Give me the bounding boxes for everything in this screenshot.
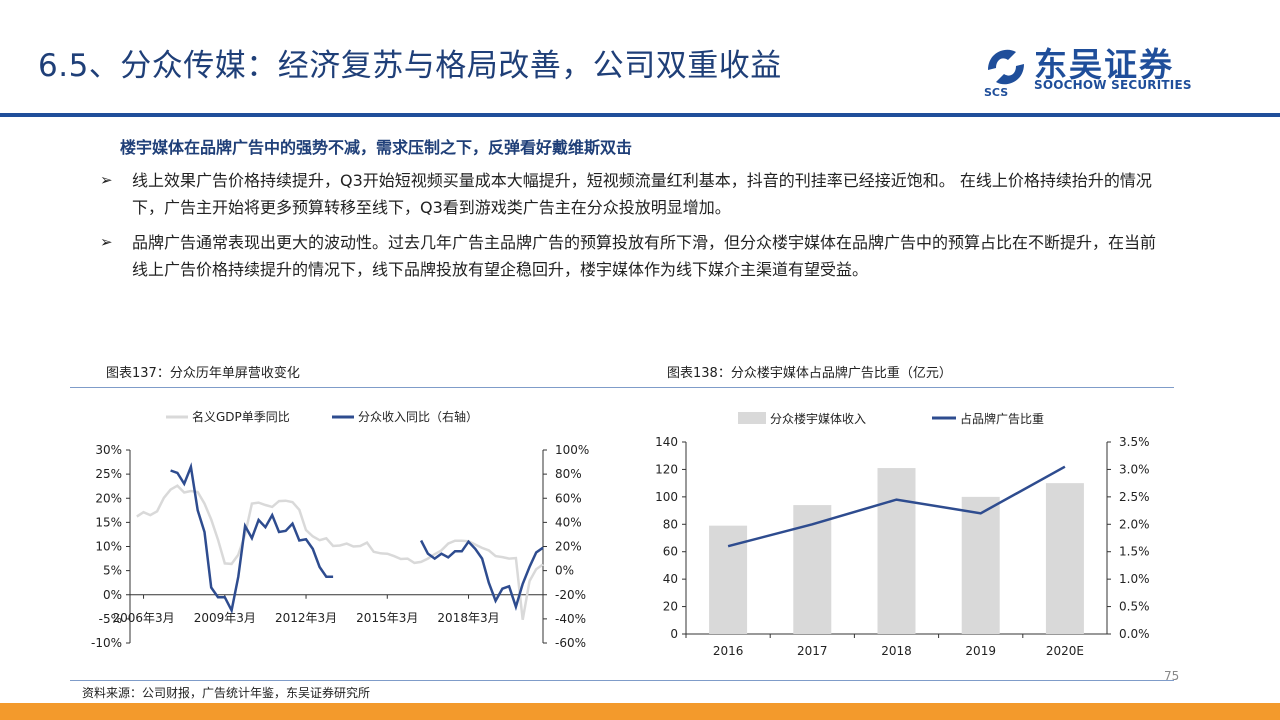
revenue-growth-chart: 名义GDP单季同比 分众收入同比（右轴） 30% 25% 20% 15% 10% 5% 0% -5… [91, 409, 589, 650]
right-y-tick-label: 0% [555, 564, 574, 578]
right-y-tick-label: 3.0% [1119, 462, 1150, 476]
revenue-bar [1045, 483, 1084, 634]
left-y-tick-label: 60 [663, 545, 678, 559]
header-rule [0, 113, 1280, 117]
gdp-growth-line [136, 484, 544, 621]
left-y-tick-label: -5% [99, 612, 122, 626]
right-y-tick-label: 1.5% [1119, 545, 1150, 559]
x-tick-label: 2015年3月 [356, 611, 418, 625]
heading-text: 楼宇媒体在品牌广告中的强势不减，需求压制之下，反弹看好戴维斯双击 [120, 138, 633, 157]
right-y-tick-label: 80% [555, 467, 582, 481]
x-tick-label: 2006年3月 [112, 611, 174, 625]
right-y-tick-label: -20% [555, 588, 586, 602]
legend-swatch [738, 412, 766, 424]
right-y-tick-label: 3.5% [1119, 435, 1150, 449]
right-y-tick-label: 2.5% [1119, 490, 1150, 504]
left-y-tick-label: 0 [670, 627, 678, 641]
left-y-tick-label: 80 [663, 517, 678, 531]
left-y-tick-label: 10% [95, 540, 122, 554]
left-y-tick-label: 140 [655, 435, 678, 449]
revenue-bar [877, 468, 916, 634]
caption-rule [70, 387, 1174, 388]
bullet-point-1: ➢ 线上效果广告价格持续提升，Q3开始短视频买量成本大幅提升，短视频流量红利基本… [100, 167, 1165, 221]
x-tick-label: 2009年3月 [194, 611, 256, 625]
page-title: 6.5、分众传媒：经济复苏与格局改善，公司双重收益 [38, 48, 782, 84]
right-y-tick-label: -60% [555, 636, 586, 650]
x-tick-label: 2019 [965, 644, 996, 658]
right-y-tick-label: 60% [555, 491, 582, 505]
legend-label: 名义GDP单季同比 [192, 409, 290, 424]
left-y-tick-label: 0% [103, 588, 122, 602]
bullet-text-2: 品牌广告通常表现出更大的波动性。过去几年广告主品牌广告的预算投放有所下滑，但分众… [132, 233, 1157, 279]
right-y-tick-label: 20% [555, 540, 582, 554]
footer-rule [70, 680, 1174, 681]
x-tick-label: 2017 [797, 644, 828, 658]
left-y-tick-label: 120 [655, 462, 678, 476]
brand-ad-share-chart: 分众楼宇媒体收入 占品牌广告比重 140 120 100 80 60 40 20 0 3.5% 3.0… [655, 411, 1150, 658]
left-y-tick-label: 25% [95, 467, 122, 481]
left-y-tick-label: 40 [663, 572, 678, 586]
bullet-text-1: 线上效果广告价格持续提升，Q3开始短视频买量成本大幅提升，短视频流量红利基本，抖… [132, 171, 1152, 217]
left-y-tick-label: -10% [91, 636, 122, 650]
section-heading: 楼宇媒体在品牌广告中的强势不减，需求压制之下，反弹看好戴维斯双击 [100, 134, 632, 158]
revenue-growth-line [170, 462, 544, 615]
arrow-bullet-icon: ➢ [100, 233, 113, 251]
legend-label: 分众收入同比（右轴） [358, 409, 478, 424]
x-tick-label: 2018年3月 [437, 611, 499, 625]
brand-share-line [727, 465, 1066, 548]
left-y-tick-label: 5% [103, 564, 122, 578]
right-y-tick-label: 1.0% [1119, 572, 1150, 586]
right-y-tick-label: 0.5% [1119, 600, 1150, 614]
legend-label: 占品牌广告比重 [960, 411, 1044, 426]
logo-chinese-name: 东吴证券 [1034, 45, 1174, 84]
footer-accent-bar [0, 703, 1280, 720]
right-y-tick-label: -40% [555, 612, 586, 626]
left-y-tick-label: 20% [95, 491, 122, 505]
right-y-tick-label: 100% [555, 443, 589, 457]
left-y-tick-label: 30% [95, 443, 122, 457]
left-y-tick-label: 15% [95, 515, 122, 529]
company-logo: SCS 东吴证券 SOOCHOW SECURITIES [982, 38, 1212, 98]
x-tick-label: 2018 [881, 644, 912, 658]
page-number: 75 [1164, 669, 1180, 683]
logo-mark-icon: SCS [984, 49, 1024, 98]
left-figure-caption: 图表137：分众历年单屏营收变化 [106, 366, 300, 381]
source-note: 资料来源：公司财报，广告统计年鉴，东吴证券研究所 [82, 686, 371, 700]
x-tick-label: 2020E [1046, 644, 1084, 658]
left-y-tick-label: 20 [663, 600, 678, 614]
legend-label: 分众楼宇媒体收入 [770, 411, 866, 426]
right-y-tick-label: 2.0% [1119, 517, 1150, 531]
bullet-point-2: ➢ 品牌广告通常表现出更大的波动性。过去几年广告主品牌广告的预算投放有所下滑，但… [100, 229, 1165, 283]
right-figure-caption: 图表138：分众楼宇媒体占品牌广告比重（亿元） [667, 366, 952, 381]
revenue-bar [961, 496, 1000, 634]
x-tick-label: 2012年3月 [275, 611, 337, 625]
logo-english-name: SOOCHOW SECURITIES [1034, 78, 1192, 92]
right-y-tick-label: 40% [555, 515, 582, 529]
arrow-bullet-icon: ➢ [100, 171, 113, 189]
logo-mark-text: SCS [984, 86, 1008, 98]
x-tick-label: 2016 [713, 644, 744, 658]
right-y-tick-label: 0.0% [1119, 627, 1150, 641]
left-y-tick-label: 100 [655, 490, 678, 504]
